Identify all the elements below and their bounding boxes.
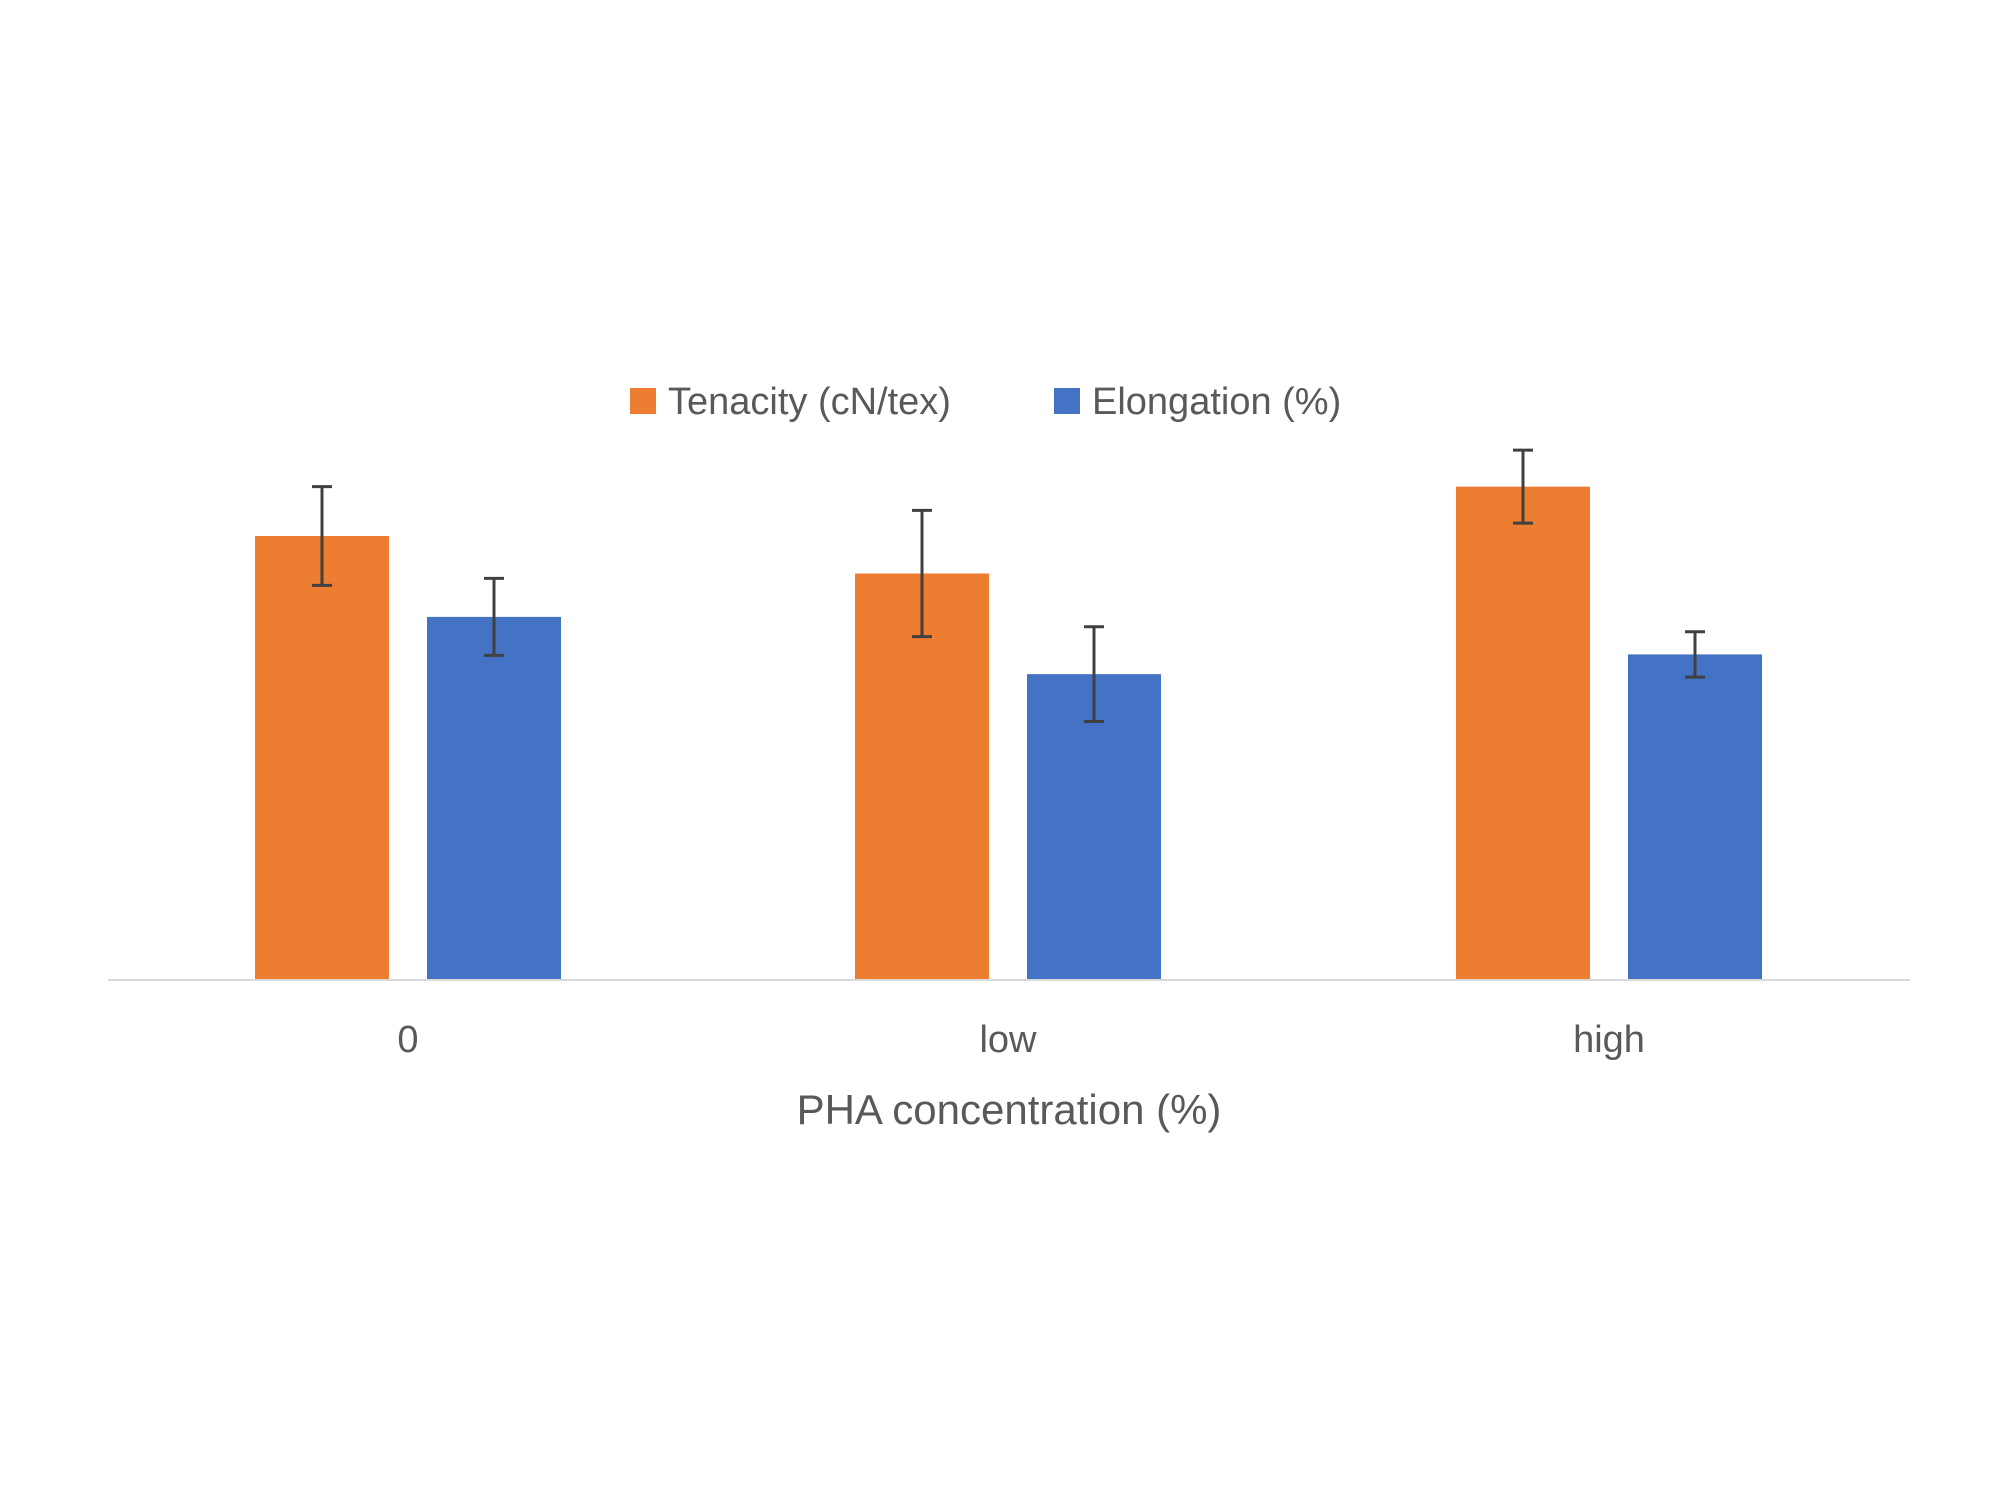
bar-elongation-low <box>1027 674 1161 980</box>
x-tick-label-high: high <box>1573 1019 1645 1061</box>
error-bar-tenacity-0 <box>312 485 332 587</box>
legend-label-tenacity: Tenacity (cN/tex) <box>668 381 951 423</box>
x-axis-title: PHA concentration (%) <box>797 1086 1222 1133</box>
bar-tenacity-high <box>1456 486 1590 980</box>
error-bar-elongation-0 <box>484 576 504 657</box>
error-bar-tenacity-low <box>912 508 932 639</box>
legend: Tenacity (cN/tex) Elongation (%) <box>630 381 1341 423</box>
error-bars-group <box>312 448 1705 723</box>
legend-swatch-tenacity <box>630 388 656 414</box>
x-tick-label-low: low <box>979 1019 1037 1061</box>
x-tick-label-0: 0 <box>397 1019 418 1061</box>
error-bar-elongation-low <box>1084 625 1104 723</box>
bar-elongation-high <box>1628 654 1762 980</box>
legend-label-elongation: Elongation (%) <box>1092 381 1341 423</box>
bars-group <box>255 486 1762 980</box>
legend-swatch-elongation <box>1054 388 1080 414</box>
bar-elongation-0 <box>427 616 561 980</box>
x-tick-labels: 0 low high <box>397 1019 1644 1061</box>
error-bar-tenacity-high <box>1513 448 1533 525</box>
bar-tenacity-0 <box>255 536 389 980</box>
bar-tenacity-low <box>855 573 989 980</box>
error-bar-elongation-high <box>1685 630 1705 679</box>
